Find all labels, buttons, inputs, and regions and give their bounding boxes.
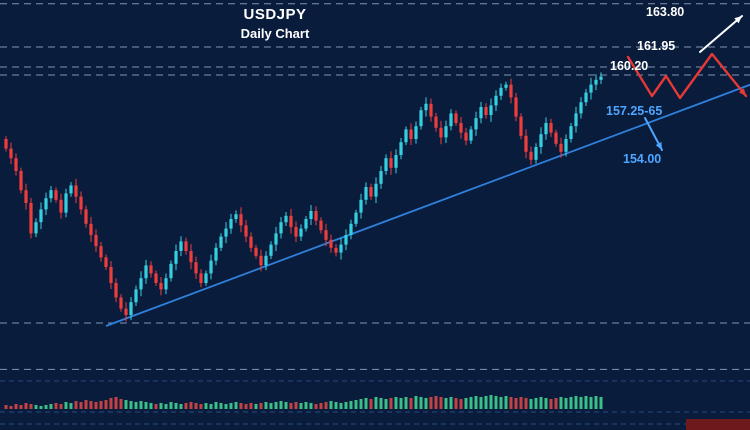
timeframe-subtitle: Daily Chart xyxy=(240,26,310,41)
projection-zigzag-head xyxy=(738,88,746,96)
pullback-arrow-head xyxy=(655,142,662,150)
price-label-breakout: 160.20 xyxy=(610,59,649,73)
annotation-arrows xyxy=(626,15,748,151)
volume-histogram xyxy=(4,395,603,409)
panel-lines xyxy=(0,380,750,425)
trendline xyxy=(105,83,750,327)
level-lines xyxy=(0,3,750,370)
candlesticks xyxy=(4,72,603,322)
breakout-arrow xyxy=(699,15,743,53)
symbol-title: USDJPY xyxy=(243,6,307,23)
watermark-fragment xyxy=(686,419,750,430)
price-label-support: 154.00 xyxy=(623,152,662,166)
price-label-target: 163.80 xyxy=(646,5,685,19)
breakout-arrow-head xyxy=(734,16,742,24)
price-label-resistance: 161.95 xyxy=(637,39,676,53)
projection-zigzag xyxy=(626,52,748,100)
price-label-zone: 157.25-65 xyxy=(606,104,663,118)
chart-title: USDJPY Daily Chart xyxy=(190,6,360,41)
